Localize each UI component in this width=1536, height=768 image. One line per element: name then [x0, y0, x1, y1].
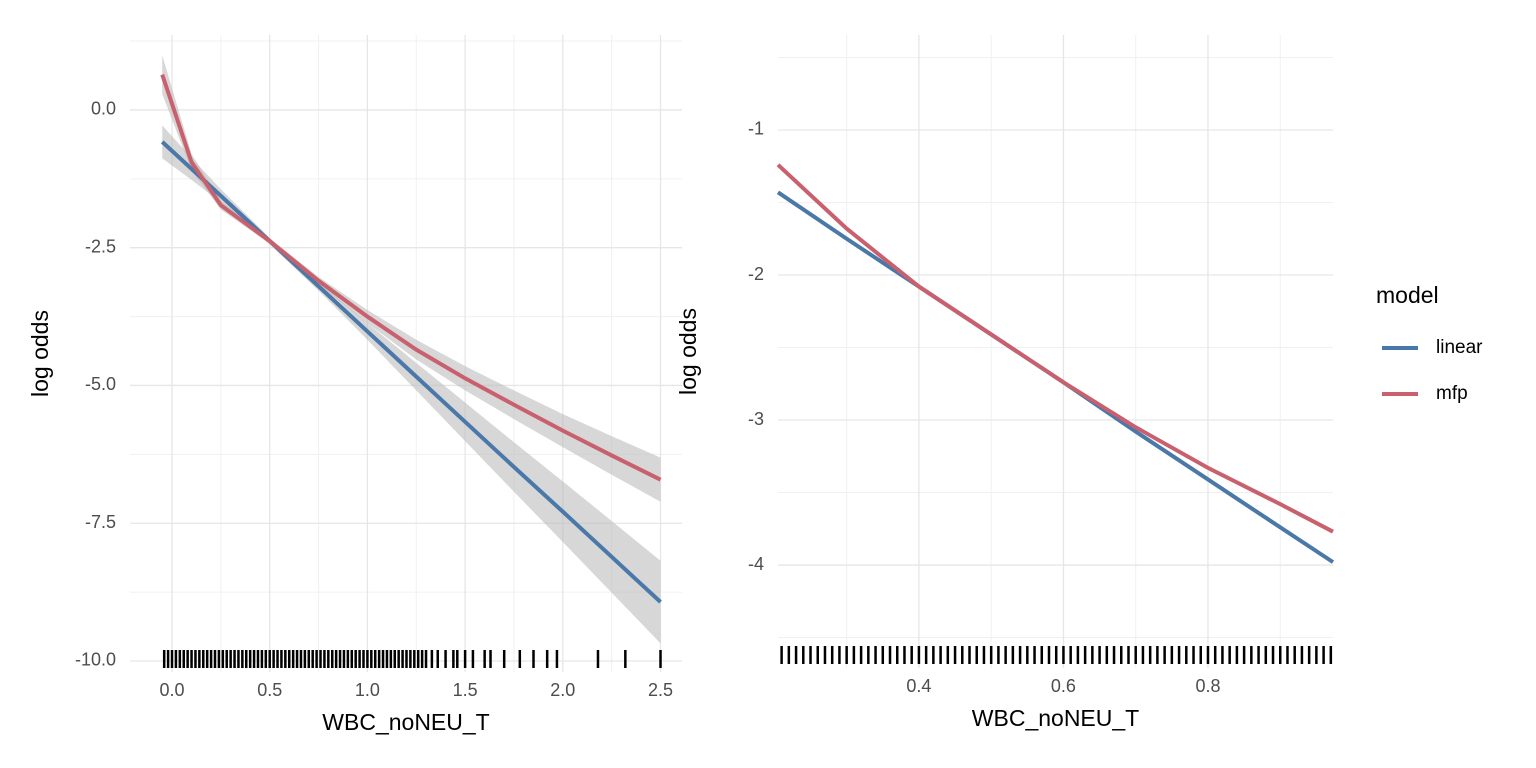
y-tick-label: -3: [748, 409, 764, 429]
confidence-band: [162, 55, 661, 502]
legend-label: linear: [1436, 337, 1483, 358]
x-tick-label: 0.6: [1051, 676, 1076, 696]
x-tick-label: 0.8: [1195, 676, 1220, 696]
y-tick-label: -2: [748, 264, 764, 284]
legend-label: mfp: [1436, 383, 1468, 404]
x-tick-label: 1.5: [453, 680, 478, 700]
y-tick-label: -10.0: [75, 650, 116, 670]
legend-title: model: [1376, 282, 1439, 308]
y-tick-label: -1: [748, 119, 764, 139]
x-tick-label: 0.4: [906, 676, 931, 696]
y-tick-label: -4: [748, 554, 764, 574]
x-axis-title: WBC_noNEU_T: [972, 705, 1139, 731]
x-tick-label: 2.0: [550, 680, 575, 700]
y-tick-label: -2.5: [85, 236, 116, 256]
y-tick-label: -5.0: [85, 374, 116, 394]
x-tick-label: 0.5: [257, 680, 282, 700]
x-axis-title: WBC_noNEU_T: [322, 709, 489, 735]
x-tick-label: 2.5: [648, 680, 673, 700]
y-tick-label: 0.0: [91, 99, 116, 119]
x-tick-label: 0.0: [159, 680, 184, 700]
y-tick-label: -7.5: [85, 512, 116, 532]
confidence-band: [162, 125, 661, 644]
x-tick-label: 1.0: [355, 680, 380, 700]
line: [160, 140, 662, 604]
line: [160, 74, 662, 482]
line: [776, 163, 1334, 534]
y-axis-title: log odds: [27, 310, 53, 397]
y-axis-title: log odds: [675, 308, 701, 395]
